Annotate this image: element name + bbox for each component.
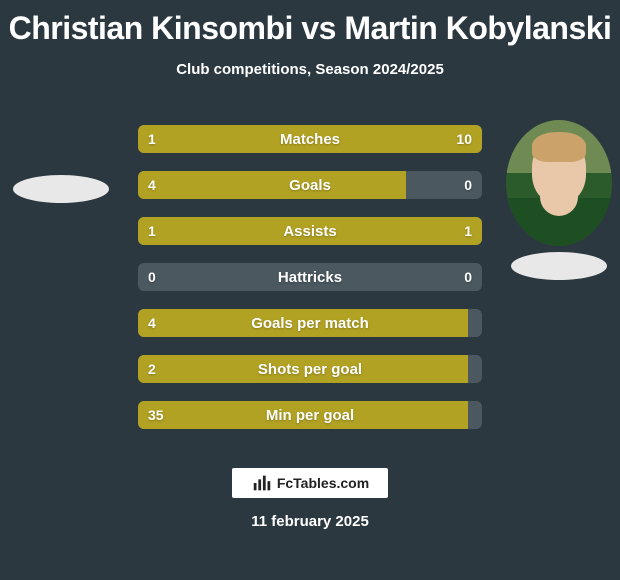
branding-text: FcTables.com	[277, 475, 369, 491]
comparison-card: Christian Kinsombi vs Martin Kobylanski …	[0, 0, 620, 580]
stat-row: 11Assists	[138, 217, 482, 245]
player-right-shadow	[511, 252, 607, 280]
subtitle: Club competitions, Season 2024/2025	[0, 61, 620, 78]
stat-row: 110Matches	[138, 125, 482, 153]
player-right-avatar	[506, 120, 612, 246]
player-left-shadow	[13, 175, 109, 203]
player-left-avatar	[8, 120, 114, 246]
branding-badge: FcTables.com	[230, 466, 390, 500]
chart-icon	[251, 472, 273, 494]
stat-label: Shots per goal	[138, 355, 482, 383]
stat-label: Min per goal	[138, 401, 482, 429]
stat-row: 40Goals	[138, 171, 482, 199]
stat-row: 2Shots per goal	[138, 355, 482, 383]
stat-row: 4Goals per match	[138, 309, 482, 337]
stat-row: 35Min per goal	[138, 401, 482, 429]
stats-bars: 110Matches 40Goals 11Assists 00Hattricks 4Go…	[138, 125, 482, 447]
stat-label: Goals	[138, 171, 482, 199]
stat-label: Goals per match	[138, 309, 482, 337]
stat-row: 00Hattricks	[138, 263, 482, 291]
stat-label: Matches	[138, 125, 482, 153]
stat-label: Hattricks	[138, 263, 482, 291]
player-right-photo	[506, 120, 612, 246]
date-text: 11 february 2025	[0, 513, 620, 530]
page-title: Christian Kinsombi vs Martin Kobylanski	[0, 0, 620, 47]
stat-label: Assists	[138, 217, 482, 245]
